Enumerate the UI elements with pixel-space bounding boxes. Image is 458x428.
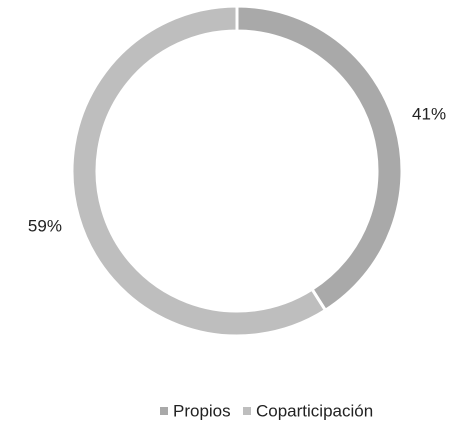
legend-label: Propios (173, 401, 231, 420)
legend-swatch (243, 407, 251, 415)
legend-label: Coparticipación (256, 401, 373, 420)
legend-swatch (160, 407, 168, 415)
donut-segment (235, 4, 404, 313)
data-label: 59% (28, 216, 62, 235)
data-label: 41% (412, 105, 446, 124)
donut-segment (70, 4, 328, 338)
